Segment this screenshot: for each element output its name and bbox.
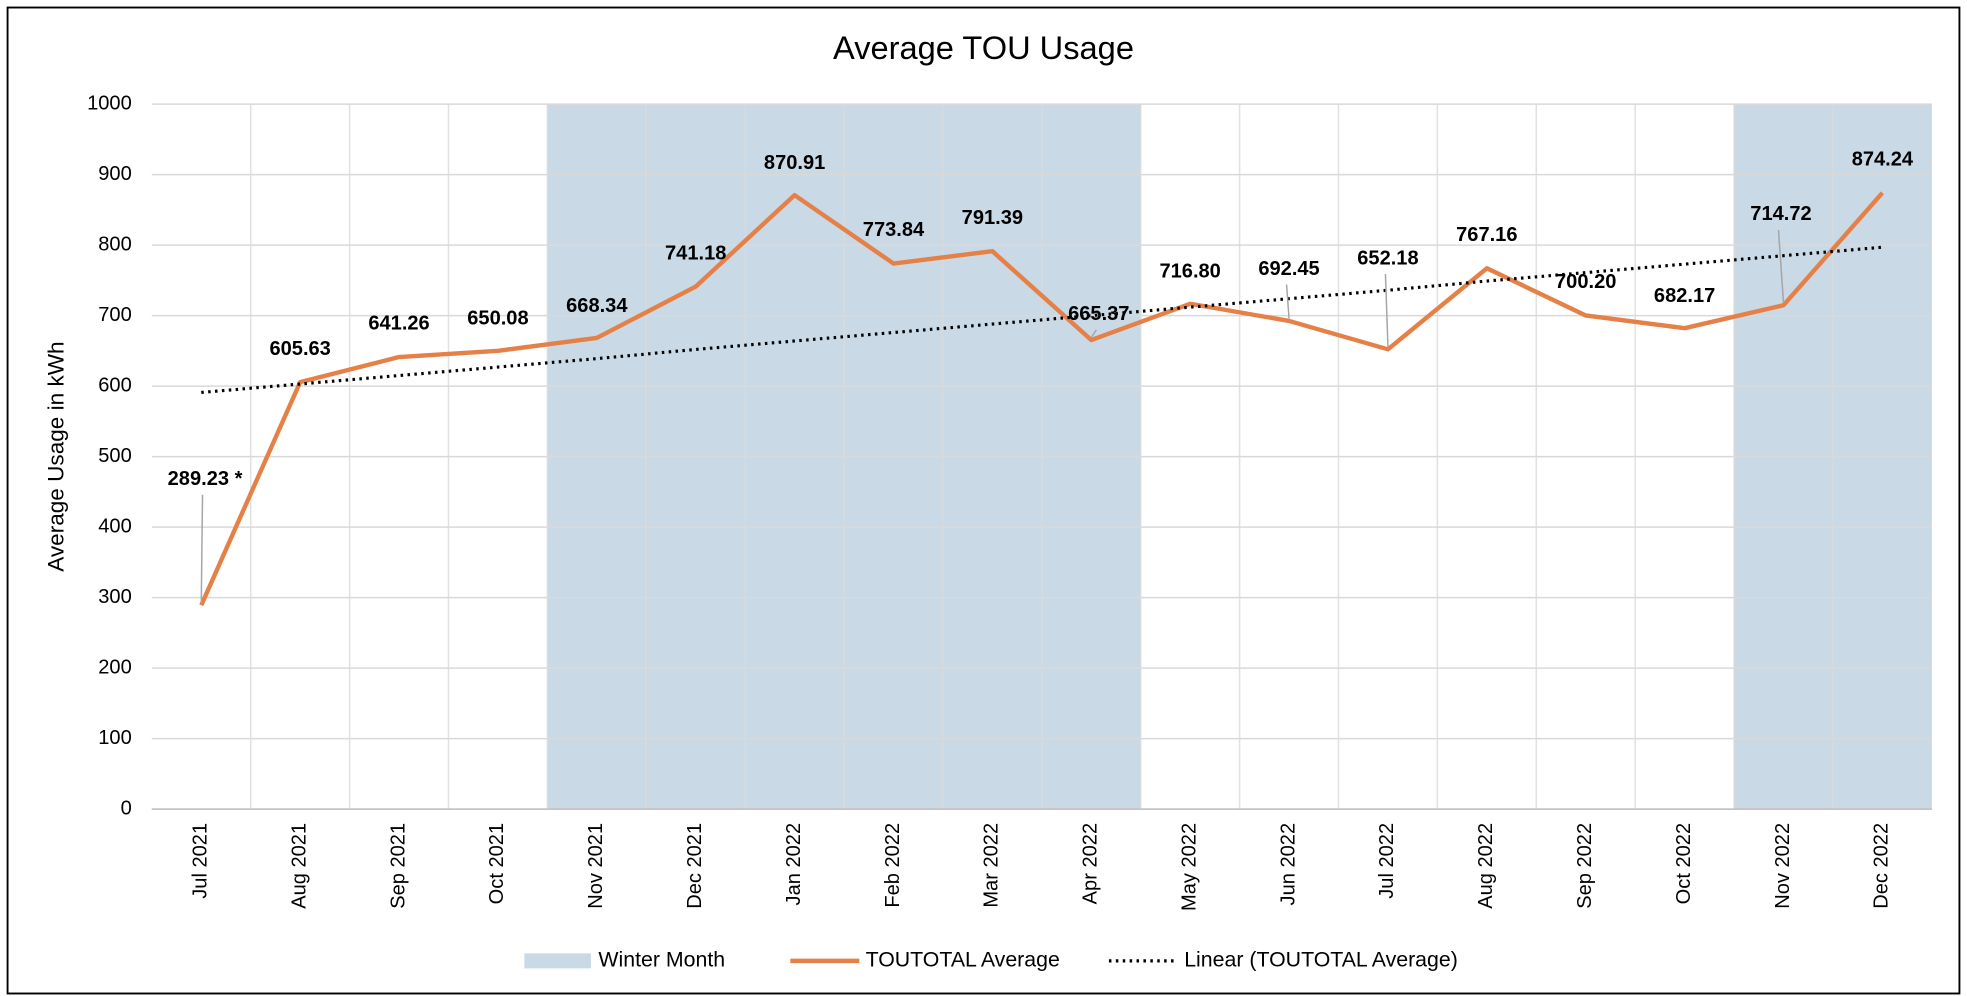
y-tick-label: 800	[98, 233, 131, 255]
y-axis-title: Average Usage in kWh	[44, 341, 69, 571]
legend-label: Winter Month	[598, 948, 725, 972]
data-label: 773.84	[863, 219, 925, 241]
y-tick-label: 200	[98, 656, 131, 678]
label-leader	[1090, 329, 1097, 338]
label-leader	[1285, 284, 1290, 319]
data-label: 641.26	[368, 313, 429, 335]
data-label: 741.18	[665, 242, 726, 264]
x-tick-label: Jan 2022	[783, 823, 805, 906]
label-leader	[200, 494, 204, 603]
data-label: 605.63	[269, 338, 330, 360]
data-label: 652.18	[1357, 247, 1418, 269]
y-tick-label: 700	[98, 304, 131, 326]
x-tick-label: Jul 2022	[1376, 823, 1398, 899]
y-tick-label: 0	[121, 797, 132, 819]
x-tick-label: Jul 2021	[190, 823, 212, 899]
x-tick-label: Sep 2021	[387, 823, 409, 909]
x-tick-label: Oct 2022	[1673, 823, 1695, 904]
data-label: 870.91	[764, 152, 825, 174]
data-label: 716.80	[1159, 261, 1220, 283]
y-tick-label: 1000	[87, 92, 132, 114]
x-tick-label: Dec 2022	[1871, 823, 1893, 909]
data-label: 791.39	[962, 207, 1023, 229]
x-tick-label: May 2022	[1178, 823, 1200, 911]
x-tick-label: Nov 2022	[1772, 823, 1794, 909]
x-tick-label: Jun 2022	[1277, 823, 1299, 906]
legend-swatch	[524, 953, 591, 969]
label-leader	[1384, 274, 1389, 347]
data-label: 668.34	[566, 295, 628, 317]
data-label: 289.23 *	[168, 468, 243, 490]
data-label: 714.72	[1750, 203, 1811, 225]
y-tick-label: 300	[98, 586, 131, 608]
y-tick-label: 600	[98, 374, 131, 396]
x-tick-label: Aug 2022	[1475, 823, 1497, 909]
label-leader	[1777, 229, 1785, 303]
usage-line	[199, 191, 1885, 607]
y-tick-label: 900	[98, 163, 131, 185]
data-label: 682.17	[1654, 285, 1715, 307]
x-tick-label: Sep 2022	[1574, 823, 1596, 909]
x-tick-label: Apr 2022	[1080, 823, 1102, 904]
data-label: 665.37	[1068, 303, 1129, 325]
y-tick-label: 500	[98, 445, 131, 467]
x-tick-label: Oct 2021	[486, 823, 508, 904]
x-tick-label: Feb 2022	[882, 823, 904, 908]
trend-line	[201, 245, 1883, 395]
chart-title: Average TOU Usage	[833, 29, 1134, 66]
legend-label: TOUTOTAL Average	[866, 948, 1060, 972]
y-tick-label: 100	[98, 727, 131, 749]
data-label: 700.20	[1555, 271, 1616, 293]
x-tick-label: Nov 2021	[585, 823, 607, 909]
legend-label: Linear (TOUTOTAL Average)	[1184, 948, 1458, 972]
data-label: 767.16	[1456, 224, 1517, 246]
x-tick-label: Aug 2021	[288, 823, 310, 909]
data-label: 650.08	[467, 308, 528, 330]
data-label: 692.45	[1258, 258, 1319, 280]
x-tick-label: Mar 2022	[981, 823, 1003, 908]
y-tick-label: 400	[98, 515, 131, 537]
data-label: 874.24	[1852, 148, 1914, 170]
x-tick-label: Dec 2021	[684, 823, 706, 909]
